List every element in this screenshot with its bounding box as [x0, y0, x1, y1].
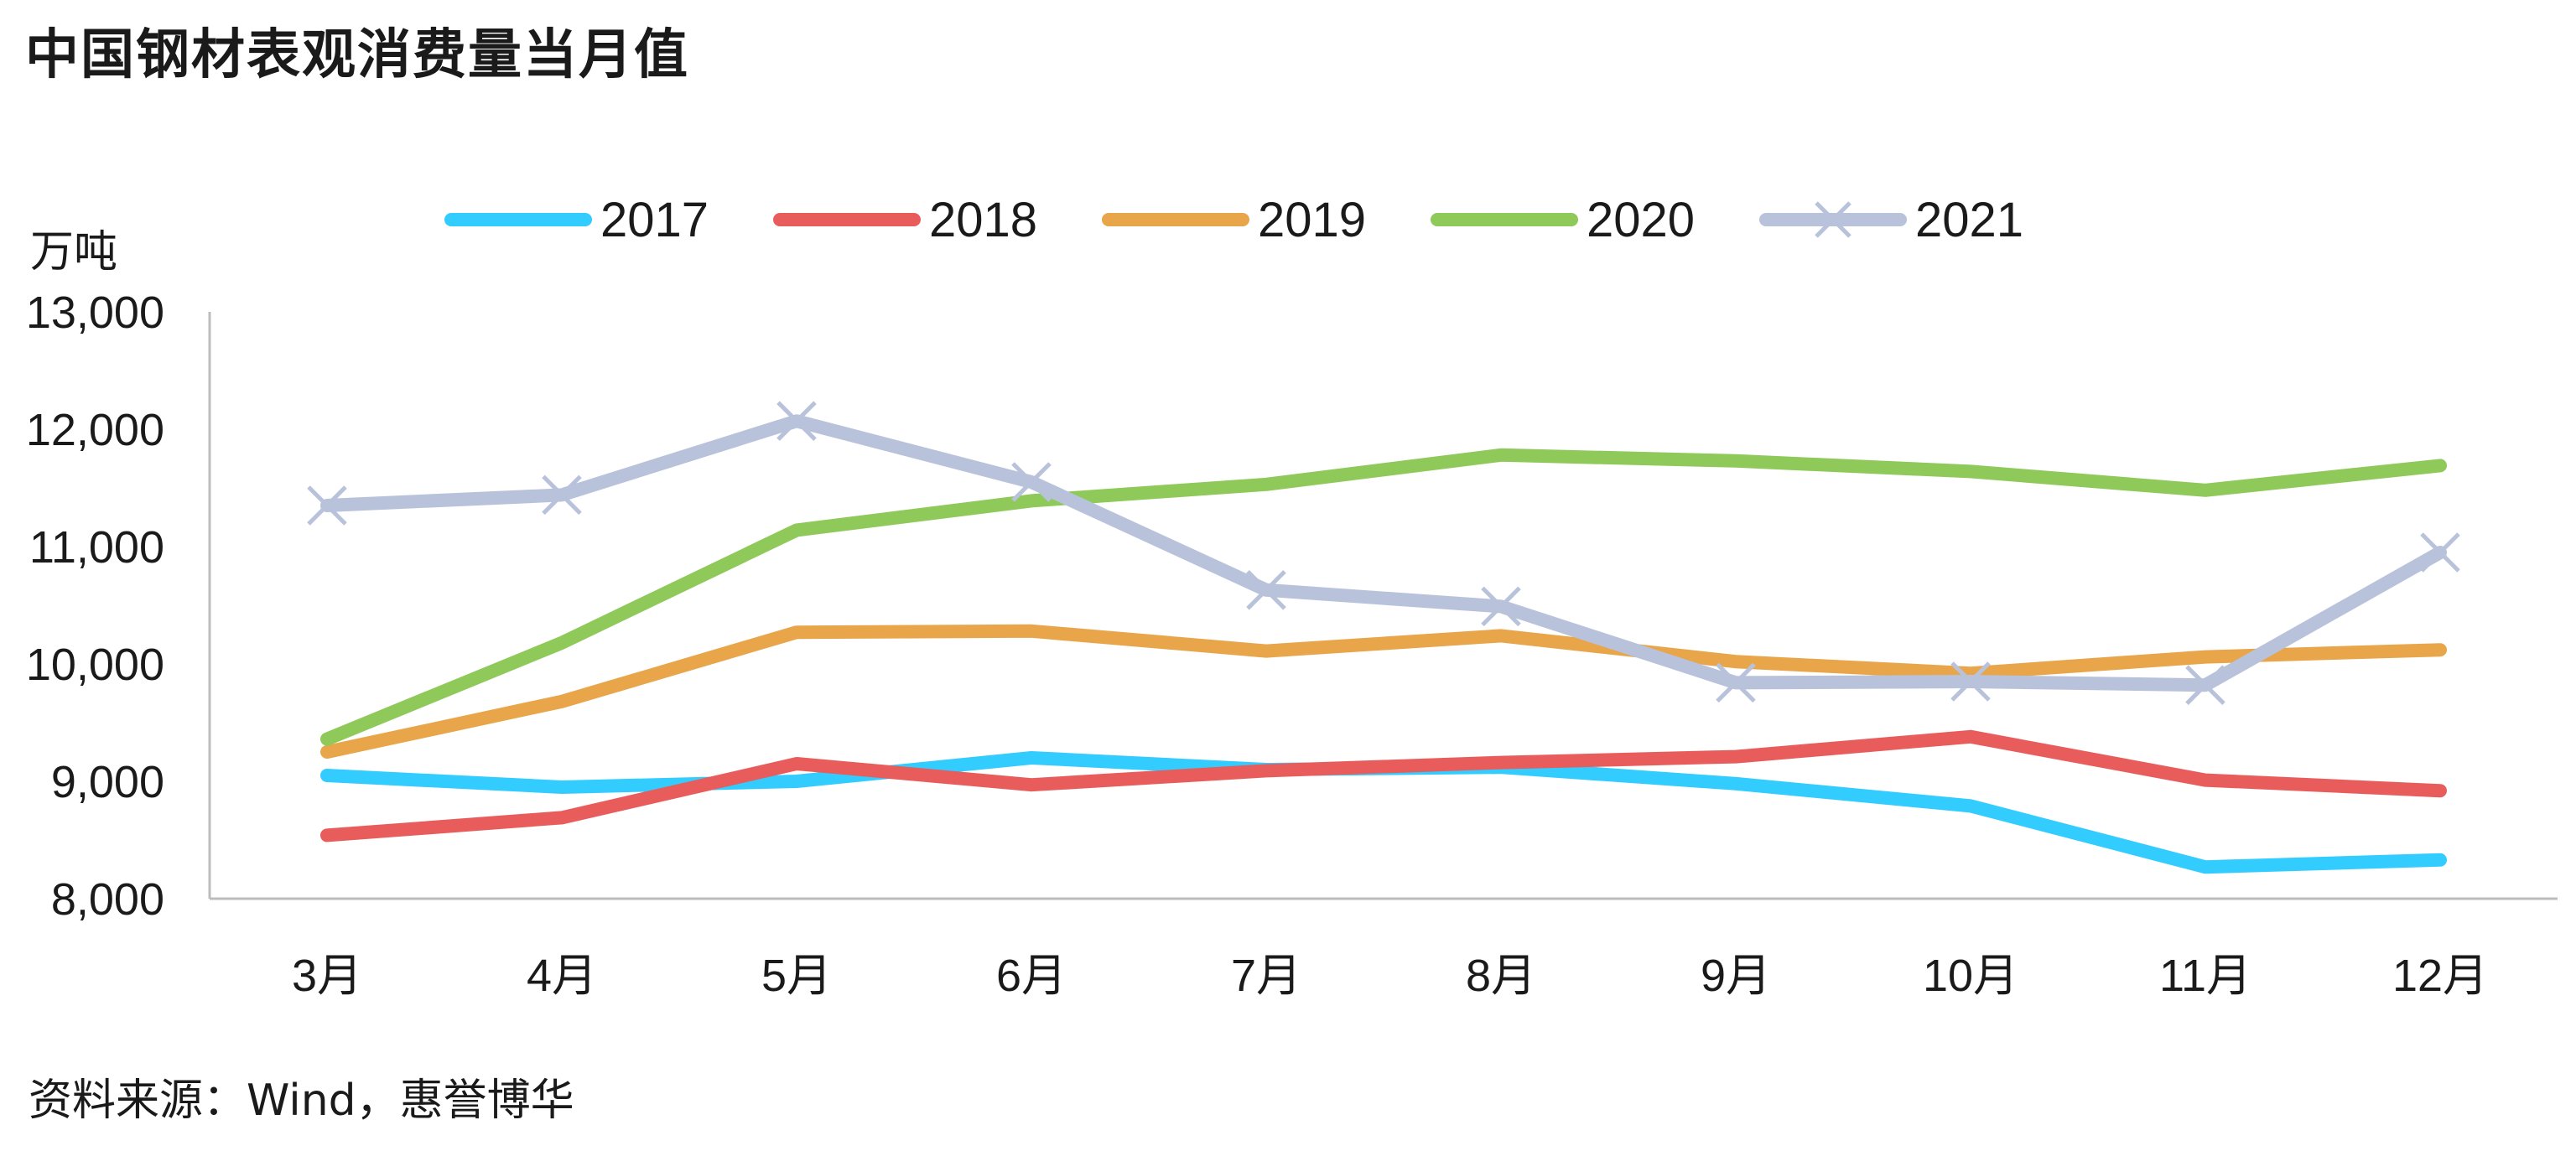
data-point-marker: [776, 401, 817, 441]
legend-label: 2020: [1587, 193, 1695, 247]
legend-label: 2018: [929, 193, 1037, 247]
x-tick-label: 5月: [761, 951, 832, 1001]
legend-item-2019: 2019: [1102, 193, 1366, 247]
marker-stroke: [2185, 665, 2225, 705]
series-2019: [320, 624, 2447, 759]
data-point-marker: [542, 474, 582, 516]
marker-stroke: [1481, 586, 1521, 627]
marker-stroke: [2420, 532, 2460, 573]
legend-item-2021: 2021: [1759, 193, 2023, 247]
series-line-2021: [320, 414, 2447, 692]
axes: 8,000 9,000 10,000 11,000 12,000 13,000 3月 4月 5月…: [26, 288, 2558, 1001]
marker-stroke: [307, 485, 347, 526]
data-point-marker: [1950, 661, 1991, 702]
y-tick-label: 12,000: [26, 405, 164, 455]
data-point-marker: [2420, 532, 2460, 573]
y-tick-label: 11,000: [29, 522, 164, 573]
legend-item-2018: 2018: [773, 193, 1037, 247]
data-point-marker: [1011, 462, 1052, 502]
series-line-2018: [320, 729, 2447, 843]
series-2018: [320, 729, 2447, 843]
marker-stroke: [1011, 462, 1052, 502]
x-tick-label: 8月: [1466, 951, 1536, 1001]
x-tick-label: 9月: [1701, 951, 1771, 1001]
series-line-2017: [320, 751, 2447, 874]
y-tick-label: 8,000: [51, 874, 164, 925]
marker-stroke: [776, 401, 817, 441]
x-tick-label: 12月: [2392, 951, 2488, 1001]
chart-title: 中国钢材表观消费量当月值: [25, 23, 689, 86]
series-line-2020: [320, 448, 2447, 746]
data-point-marker: [2185, 665, 2225, 705]
series-layer: [307, 401, 2460, 874]
legend-marker: [1815, 201, 1852, 238]
legend-label: 2019: [1258, 193, 1366, 247]
data-point-marker: [307, 485, 347, 526]
x-tick-label: 6月: [996, 951, 1067, 1001]
source-note: 资料来源：Wind，惠誉博华: [29, 1076, 574, 1126]
legend: 2017 2018 2019 2020 2021: [444, 193, 2023, 247]
legend-label: 2017: [600, 193, 709, 247]
series-2021: [307, 401, 2460, 705]
x-tick-label: 7月: [1231, 951, 1301, 1001]
x-tick-label: 11月: [2159, 951, 2251, 1001]
data-point-marker: [1246, 570, 1286, 610]
marker-stroke: [1246, 570, 1286, 610]
legend-item-2020: 2020: [1431, 193, 1695, 247]
data-point-marker: [1716, 662, 1756, 703]
data-point-marker: [1481, 586, 1521, 627]
series-2020: [320, 448, 2447, 746]
y-tick-label: 9,000: [51, 757, 164, 807]
x-tick-label: 3月: [292, 951, 362, 1001]
x-tick-label: 4月: [527, 951, 597, 1001]
series-line-2019: [320, 624, 2447, 759]
y-tick-label: 13,000: [26, 288, 164, 338]
marker-stroke: [1950, 661, 1991, 702]
x-tick-label: 10月: [1923, 951, 2018, 1001]
marker-stroke: [542, 474, 582, 516]
marker-stroke: [1716, 662, 1756, 703]
legend-item-2017: 2017: [444, 193, 709, 247]
y-tick-label: 10,000: [26, 640, 164, 690]
legend-label: 2021: [1915, 193, 2023, 247]
y-axis-unit-label: 万吨: [30, 227, 118, 277]
series-2017: [320, 751, 2447, 874]
